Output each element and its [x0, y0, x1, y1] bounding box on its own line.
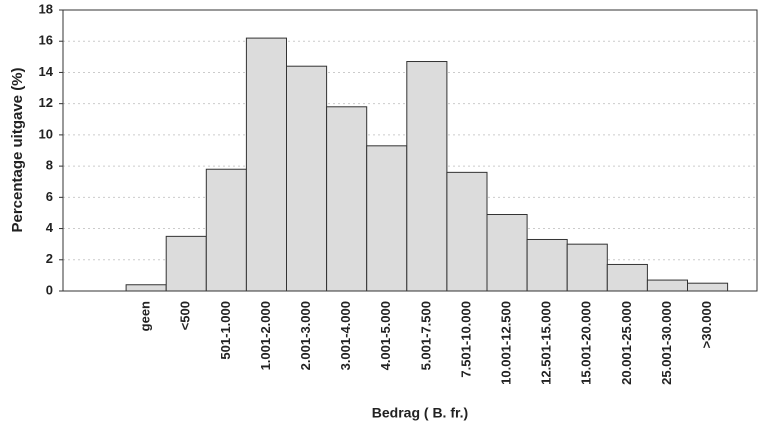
x-tick-label: 1.001-2.000	[258, 301, 273, 370]
x-tick-label: 15.001-20.000	[579, 301, 594, 385]
x-tick-label: geen	[138, 301, 153, 331]
bar	[646, 279, 689, 292]
y-tick-label: 14	[39, 64, 54, 79]
x-tick-label: 7.501-10.000	[458, 301, 473, 378]
x-tick-label: 5.001-7.500	[418, 301, 433, 370]
bar	[406, 61, 448, 292]
bar	[326, 106, 368, 292]
y-tick-label: 2	[46, 251, 53, 266]
y-tick-label: 12	[39, 95, 53, 110]
y-tick-label: 8	[46, 158, 53, 173]
bar	[245, 37, 287, 292]
x-tick-label: 501-1.000	[218, 301, 233, 360]
bar	[446, 171, 488, 292]
x-axis-title: Bedrag ( B. fr.)	[372, 405, 468, 421]
bar	[486, 214, 528, 292]
x-tick-label: 3.001-4.000	[338, 301, 353, 370]
bar	[205, 168, 247, 292]
x-tick-label: <500	[178, 301, 193, 330]
bar	[606, 263, 648, 292]
x-tick-label: 4.001-5.000	[378, 301, 393, 370]
x-tick-label: 12.501-15.000	[539, 301, 554, 385]
bar	[125, 284, 167, 292]
bar	[366, 145, 408, 292]
y-tick-label: 18	[39, 1, 53, 16]
y-axis-title: Percentage uitgave (%)	[9, 67, 26, 232]
y-tick-label: 6	[46, 189, 53, 204]
y-tick-label: 0	[46, 282, 53, 297]
x-tick-label: 2.001-3.000	[298, 301, 313, 370]
y-tick-label: 4	[46, 220, 54, 235]
x-tick-label: 20.001-25.000	[619, 301, 634, 385]
y-tick-label: 16	[39, 33, 53, 48]
bar	[566, 243, 608, 292]
x-tick-label: 25.001-30.000	[659, 301, 674, 385]
y-tick-label: 10	[39, 126, 53, 141]
x-tick-label: 10.001-12.500	[498, 301, 513, 385]
x-tick-label: >30.000	[699, 301, 714, 348]
bar	[687, 282, 729, 292]
bar	[526, 238, 568, 292]
bar	[286, 65, 328, 292]
bar	[165, 235, 207, 292]
